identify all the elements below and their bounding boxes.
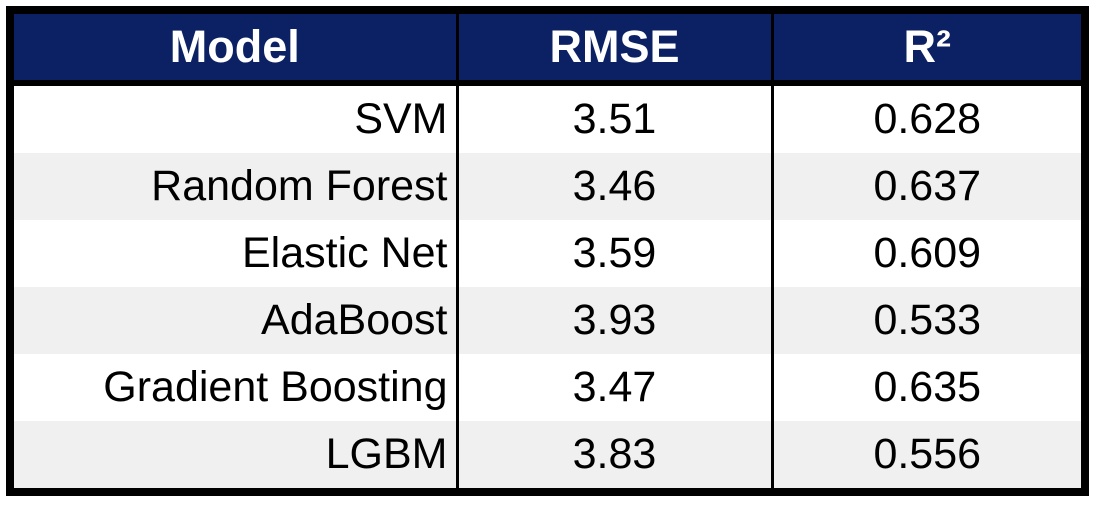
table-row: AdaBoost 3.93 0.533 [10, 287, 1085, 354]
cell-rmse: 3.59 [455, 220, 772, 287]
cell-rmse: 3.46 [455, 153, 772, 220]
column-header-rmse: RMSE [455, 10, 772, 86]
table-row: Random Forest 3.46 0.637 [10, 153, 1085, 220]
table-row: SVM 3.51 0.628 [10, 83, 1085, 153]
cell-rmse: 3.83 [455, 421, 772, 492]
cell-rmse: 3.47 [455, 354, 772, 421]
cell-model: SVM [354, 95, 448, 143]
cell-r2: 0.533 [770, 287, 1085, 354]
cell-r2: 0.637 [770, 153, 1085, 220]
table-row: LGBM 3.83 0.556 [10, 421, 1085, 492]
table-row: Gradient Boosting 3.47 0.635 [10, 354, 1085, 421]
cell-model: LGBM [325, 430, 448, 478]
column-header-model: Model [10, 10, 457, 86]
cell-model: Random Forest [151, 162, 448, 210]
cell-model: Elastic Net [241, 229, 448, 277]
header-row: Model RMSE R² [10, 10, 1085, 86]
cell-model: AdaBoost [261, 296, 448, 344]
model-comparison-table-container: Model RMSE R² SVM 3.51 0.628 Random Fore… [6, 6, 1089, 496]
cell-r2: 0.609 [770, 220, 1085, 287]
cell-r2: 0.556 [770, 421, 1085, 492]
cell-rmse: 3.93 [455, 287, 772, 354]
cell-r2: 0.628 [770, 83, 1085, 153]
table-row: Elastic Net 3.59 0.609 [10, 220, 1085, 287]
cell-rmse: 3.51 [455, 83, 772, 153]
cell-r2: 0.635 [770, 354, 1085, 421]
column-header-r2: R² [770, 10, 1085, 86]
cell-model: Gradient Boosting [103, 363, 448, 411]
model-comparison-table: Model RMSE R² SVM 3.51 0.628 Random Fore… [6, 6, 1089, 496]
